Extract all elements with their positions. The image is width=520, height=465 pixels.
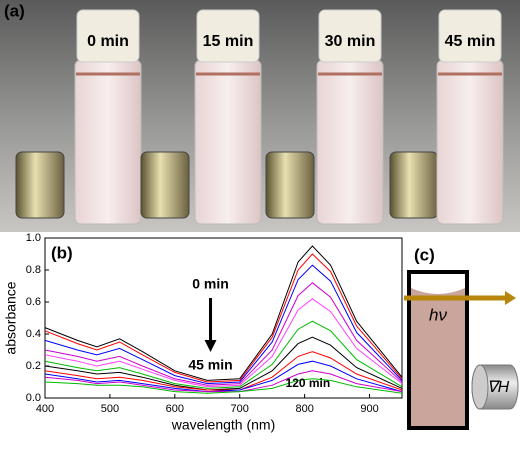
y-tick-label: 0.4 — [26, 328, 41, 340]
x-tick-label: 600 — [166, 403, 184, 415]
cuvette — [407, 270, 469, 430]
spectrum-line — [44, 253, 403, 383]
y-tick-label: 0.2 — [26, 360, 41, 372]
vial-cap — [196, 9, 260, 63]
spectrum-line — [44, 245, 403, 381]
beam-label: hν — [429, 305, 447, 324]
vial-body — [316, 59, 384, 225]
annotation: 120 min — [286, 376, 331, 390]
x-tick-label: 400 — [36, 403, 54, 415]
magnet — [15, 151, 65, 219]
y-axis-label: absorbance — [3, 281, 19, 354]
y-tick-label: 0.8 — [26, 264, 41, 276]
magnet — [140, 151, 190, 219]
annotation: 45 min — [188, 357, 232, 373]
vial-body — [194, 59, 262, 225]
panel-label: (c) — [414, 245, 435, 264]
meniscus — [411, 274, 465, 294]
field-label: ∇H — [487, 379, 510, 396]
spectrum-line — [44, 378, 403, 394]
annotation: 0 min — [192, 276, 229, 292]
spectrum-line — [44, 320, 403, 389]
x-tick-label: 500 — [101, 403, 119, 415]
y-tick-label: 1.0 — [26, 232, 41, 244]
spectrum-line — [44, 360, 403, 393]
vial-cap — [438, 9, 502, 63]
vial-cap — [318, 9, 382, 63]
magnet-face — [471, 364, 489, 410]
y-tick-label: 0.0 — [26, 392, 41, 404]
spectrum-line — [44, 264, 403, 385]
panel-label: (b) — [51, 243, 73, 262]
chart: 0.0 0.2 0.4 0.6 0.8 1.0 400 500 600 700 800 900 wave… — [3, 232, 403, 433]
x-tick-label: 700 — [231, 403, 249, 415]
vials: 0 min 15 min 30 min 45 min — [15, 9, 504, 225]
magnet — [265, 151, 315, 219]
spectrum-line — [44, 336, 403, 391]
x-axis-label: wavelength (nm) — [171, 417, 276, 433]
vial-body — [436, 59, 504, 225]
time-label: 15 min — [203, 33, 254, 50]
beam-arrowhead — [505, 291, 516, 305]
vial-body — [74, 59, 142, 225]
magnet — [389, 151, 439, 219]
time-label: 0 min — [87, 33, 129, 50]
spectrum-line — [44, 298, 403, 388]
plot-area — [44, 237, 403, 399]
time-label: 45 min — [445, 33, 496, 50]
x-tick-label: 800 — [295, 403, 313, 415]
spectrum-line — [44, 370, 403, 393]
y-tick-label: 0.6 — [26, 296, 41, 308]
spectrum-line — [44, 282, 403, 386]
arrow-head — [204, 340, 217, 352]
spectrum-line — [44, 351, 403, 391]
time-label: 30 min — [325, 33, 376, 50]
x-tick-label: 900 — [360, 403, 378, 415]
panel-label: (a) — [4, 1, 25, 20]
vial-cap — [76, 9, 140, 63]
